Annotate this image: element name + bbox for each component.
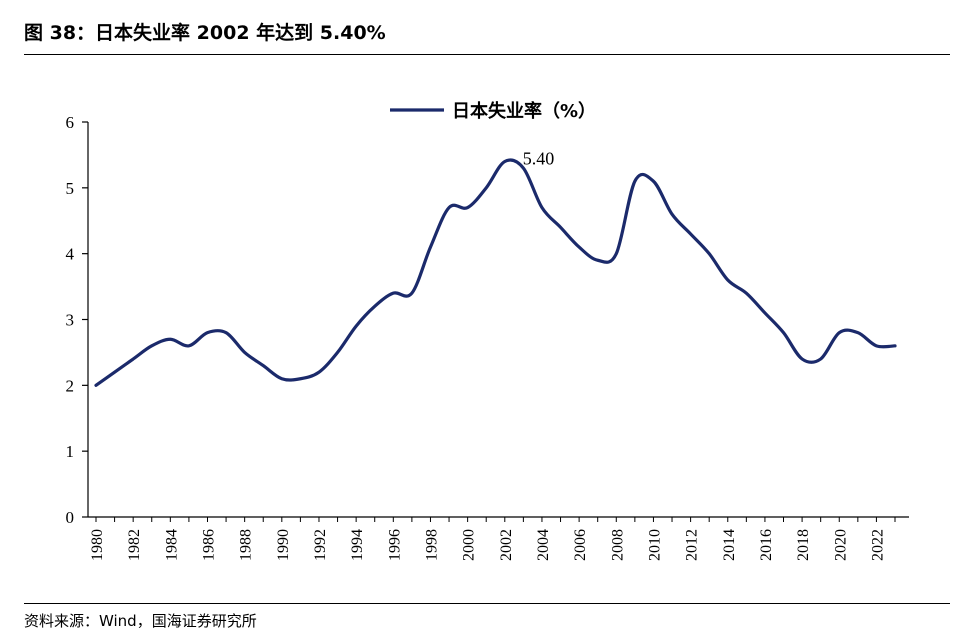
x-tick-label: 2000 — [461, 529, 478, 561]
x-tick-label: 2008 — [609, 529, 626, 561]
y-tick-label: 1 — [66, 442, 75, 461]
data-point — [763, 311, 767, 315]
data-point — [317, 370, 321, 374]
x-tick-label: 2016 — [758, 529, 775, 561]
x-tick-label: 1990 — [275, 529, 292, 561]
bottom-rule — [24, 603, 950, 604]
x-tick-label: 2022 — [869, 529, 886, 561]
x-tick-label: 1992 — [312, 529, 329, 561]
data-point — [94, 383, 98, 387]
peak-annotation: 5.40 — [523, 149, 555, 169]
data-point — [559, 225, 563, 229]
data-point — [410, 291, 414, 295]
x-tick-label: 2004 — [535, 529, 552, 561]
data-point — [466, 206, 470, 210]
x-tick-label: 1996 — [386, 529, 403, 561]
data-point — [187, 344, 191, 348]
x-tick-label: 2012 — [684, 529, 701, 561]
data-point — [893, 344, 897, 348]
data-point — [354, 324, 358, 328]
data-point — [243, 350, 247, 354]
x-tick-label: 1994 — [349, 529, 366, 561]
y-tick-label: 3 — [66, 311, 75, 330]
data-point — [113, 370, 117, 374]
x-tick-label: 1998 — [423, 529, 440, 561]
data-point — [150, 344, 154, 348]
data-point — [874, 344, 878, 348]
data-point — [280, 377, 284, 381]
x-axis-ticks: 1980 1982 1984 1986 1988 1990 1992 1994 1996 1998… — [89, 517, 896, 561]
data-point — [670, 212, 674, 216]
data-point — [168, 337, 172, 341]
data-point — [837, 331, 841, 335]
y-axis-ticks: 0 1 2 3 4 5 6 — [66, 113, 88, 527]
x-tick-label: 1984 — [163, 529, 180, 561]
data-point — [744, 291, 748, 295]
data-point — [577, 245, 581, 249]
data-point — [447, 206, 451, 210]
x-tick-label: 2014 — [721, 529, 738, 561]
data-point — [261, 364, 265, 368]
y-tick-label: 4 — [66, 245, 75, 264]
axes — [87, 122, 909, 518]
data-point — [373, 304, 377, 308]
source-note: 资料来源：Wind，国海证券研究所 — [24, 612, 257, 630]
series-line-unemployment — [94, 158, 897, 387]
data-point — [131, 357, 135, 361]
x-tick-label: 2006 — [572, 529, 589, 561]
y-tick-label: 5 — [66, 179, 75, 198]
data-point — [298, 377, 302, 381]
x-tick-label: 1988 — [238, 529, 255, 561]
data-point — [428, 245, 432, 249]
x-tick-label: 2020 — [832, 529, 849, 561]
data-point — [205, 331, 209, 335]
data-point — [856, 331, 860, 335]
data-points — [94, 160, 897, 388]
data-point — [782, 331, 786, 335]
data-point — [503, 160, 507, 164]
x-tick-label: 2010 — [646, 529, 663, 561]
legend: 日本失业率（%） — [390, 100, 596, 122]
y-tick-label: 6 — [66, 113, 75, 132]
data-point — [224, 331, 228, 335]
x-tick-label: 1982 — [126, 529, 143, 561]
data-point — [651, 179, 655, 183]
data-point — [540, 206, 544, 210]
data-point — [484, 186, 488, 190]
data-point — [336, 350, 340, 354]
x-tick-label: 1980 — [89, 529, 106, 561]
data-point — [726, 278, 730, 282]
data-point — [707, 252, 711, 256]
x-tick-label: 1986 — [200, 529, 217, 561]
x-tick-label: 2002 — [498, 529, 515, 561]
data-point — [614, 252, 618, 256]
x-tick-label: 2018 — [795, 529, 812, 561]
y-tick-label: 0 — [66, 508, 75, 527]
y-tick-label: 2 — [66, 376, 75, 395]
legend-label: 日本失业率（%） — [452, 100, 596, 122]
data-point — [596, 258, 600, 262]
data-point — [819, 357, 823, 361]
data-point — [689, 232, 693, 236]
data-point — [800, 357, 804, 361]
top-rule — [24, 54, 950, 55]
chart-title: 图 38：日本失业率 2002 年达到 5.40% — [24, 22, 386, 44]
data-point — [633, 179, 637, 183]
data-point — [391, 291, 395, 295]
